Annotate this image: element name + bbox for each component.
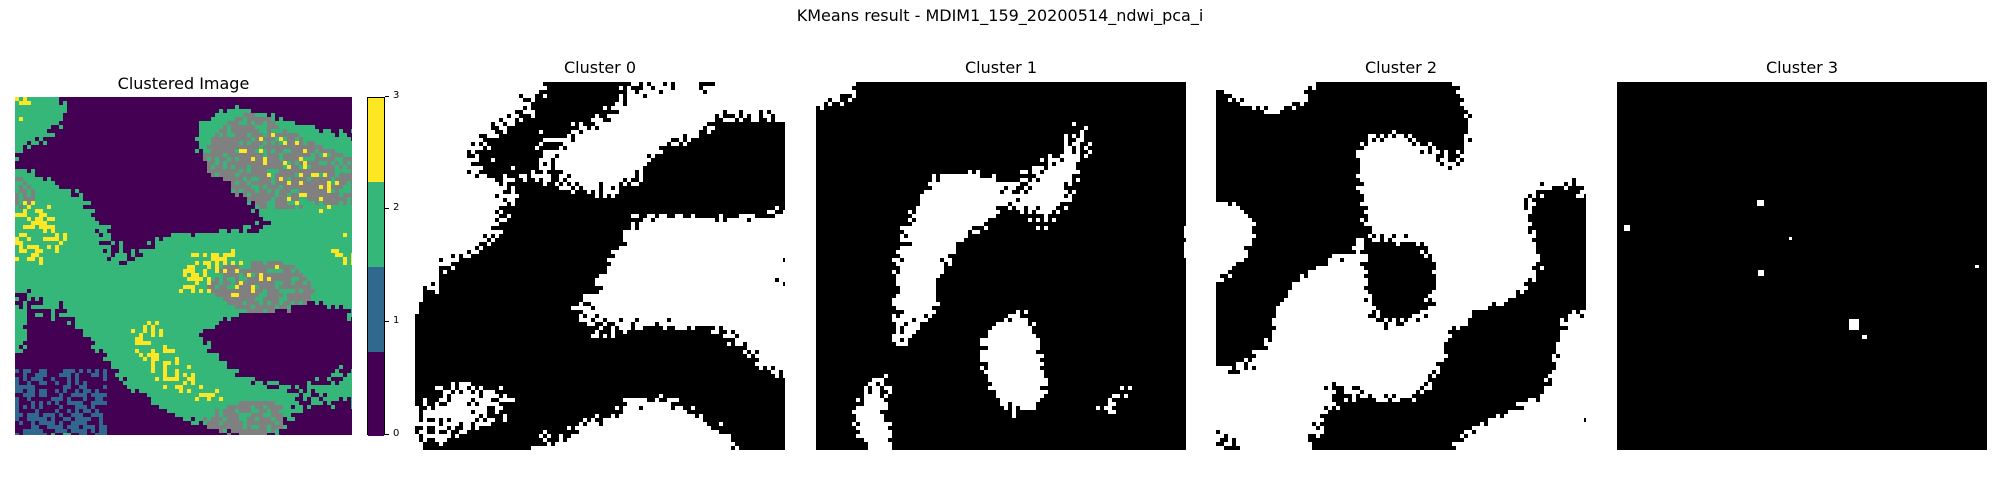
- cluster-blob: [1975, 265, 1979, 268]
- clustered-image-title: Clustered Image: [117, 74, 250, 93]
- cluster-0-title: Cluster 0: [563, 58, 637, 77]
- colorbar-tick-3: [385, 96, 389, 97]
- colorbar-segment-2: [368, 182, 384, 267]
- cluster-blob: [1849, 319, 1859, 330]
- colorbar-label-2: 2: [393, 202, 400, 213]
- cluster-3-mask: [1617, 82, 1987, 450]
- colorbar: [367, 97, 385, 436]
- mask-background: [1617, 82, 1987, 450]
- colorbar-label-0: 0: [393, 428, 400, 439]
- cluster-3-title: Cluster 3: [1765, 58, 1839, 77]
- colorbar-segment-0: [368, 352, 384, 436]
- colorbar-label-1: 1: [393, 315, 400, 326]
- cluster-2-mask: [1216, 82, 1586, 450]
- cluster-1-mask: [816, 82, 1186, 450]
- cluster-blob: [1757, 200, 1764, 206]
- colorbar-tick-0: [385, 434, 389, 435]
- colorbar-tick-2: [385, 208, 389, 209]
- colorbar-label-3: 3: [393, 90, 400, 101]
- colorbar-segment-3: [368, 98, 384, 182]
- cluster-blob: [1758, 270, 1764, 276]
- cluster-blob: [1624, 225, 1630, 231]
- colorbar-segment-1: [368, 267, 384, 352]
- cluster-0-mask: [415, 82, 785, 450]
- clustered-image: [15, 97, 352, 435]
- colorbar-tick-1: [385, 321, 389, 322]
- cluster-blob: [1789, 237, 1792, 240]
- cluster-1-title: Cluster 1: [964, 58, 1038, 77]
- cluster-blob: [1862, 335, 1867, 339]
- figure-title: KMeans result - MDIM1_159_20200514_ndwi_…: [796, 6, 1204, 25]
- cluster-2-title: Cluster 2: [1364, 58, 1438, 77]
